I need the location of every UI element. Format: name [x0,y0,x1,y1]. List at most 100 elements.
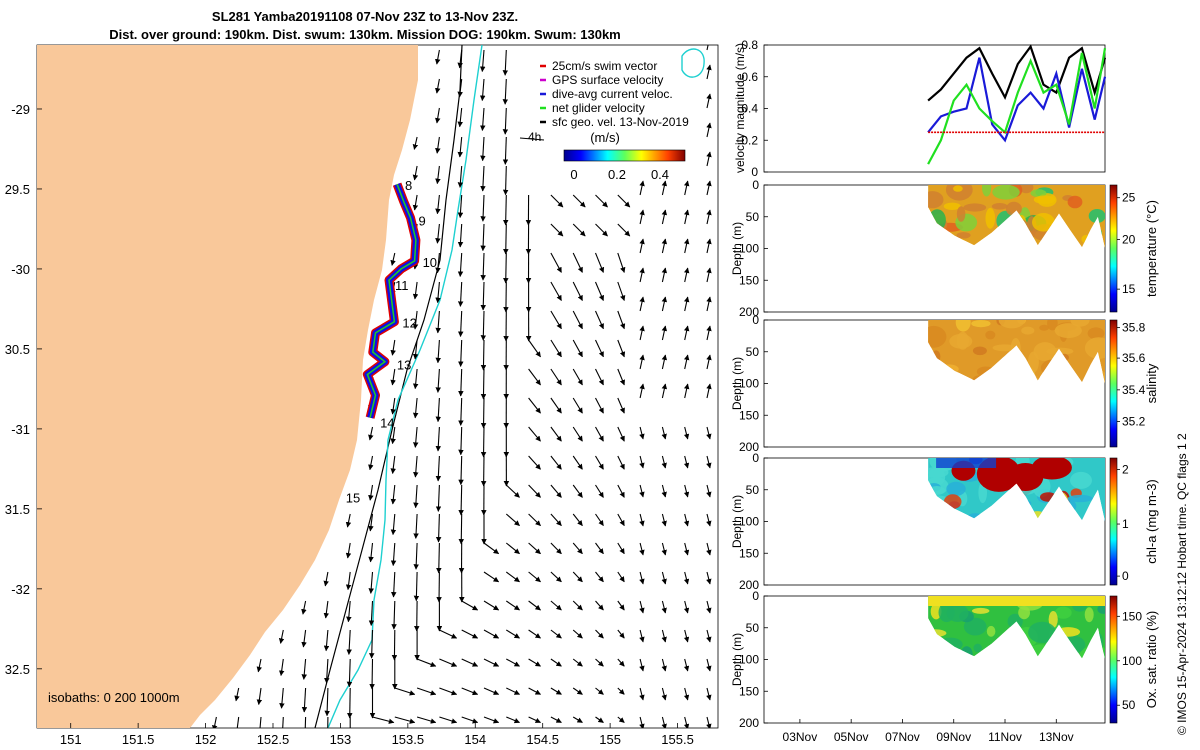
geo-velocity-arrow [390,513,397,536]
geo-velocity-arrow [528,600,541,611]
geo-velocity-arrow [639,296,645,312]
geo-velocity-arrow [706,716,712,728]
geo-velocity-arrow [595,687,604,695]
time-tick-label: 05Nov [834,730,869,744]
geo-velocity-arrow [435,194,441,215]
lat-tick-label: -32 [11,582,30,597]
geo-velocity-arrow [506,658,520,667]
field-patch [1070,471,1092,489]
geo-velocity-arrow [661,687,667,701]
geo-velocity-arrow [661,383,668,399]
legend-label: GPS surface velocity [552,73,663,87]
field-patch [1030,189,1047,198]
field-patch [982,185,992,197]
geo-velocity-arrow [368,484,374,501]
geo-velocity-arrow [435,426,442,452]
geo-velocity-arrow [457,165,464,188]
figure-title-line2: Dist. over ground: 190km. Dist. swum: 13… [109,27,621,42]
depth-tick-label: 100 [739,653,759,667]
geo-velocity-arrow [480,339,487,371]
geostrophic-vector-field [211,45,712,728]
geo-velocity-arrow [301,658,307,680]
geo-velocity-arrow [480,252,486,281]
geo-velocity-arrow [617,368,625,386]
geo-velocity-arrow [661,455,667,469]
section-variable-label: chl-a (mg m-3) [1144,479,1159,564]
land-mass [37,45,418,728]
geo-velocity-arrow [617,223,631,237]
geo-velocity-arrow [413,455,419,478]
geo-velocity-arrow [639,180,645,196]
depth-tick-label: 150 [739,273,759,287]
geo-velocity-arrow [412,281,419,300]
geo-velocity-arrow [458,339,464,367]
geo-velocity-arrow [617,455,625,470]
geo-velocity-arrow [528,484,541,498]
geo-velocity-arrow [368,513,374,532]
geo-velocity-arrow [550,223,564,237]
geo-velocity-arrow [480,107,486,131]
geo-velocity-arrow [683,716,690,728]
geo-velocity-line [927,44,1107,102]
section-colorbar [1109,319,1118,448]
map-lon-ticks: 151 151.5 152 152.5 153 153.5 154 154.5 155 155.5 [60,723,694,747]
field-patch [955,320,971,332]
field-patch [1067,195,1083,209]
geo-velocity-arrow [435,513,442,543]
field-patch [1028,621,1057,644]
geo-velocity-arrow [661,716,667,728]
geo-velocity-arrow [595,339,604,358]
lat-tick-label: -29 [11,102,30,117]
geo-velocity-arrow [617,484,625,498]
field-patch [985,330,996,340]
field-patch [992,185,1020,200]
field-patch [1033,342,1057,362]
geo-velocity-arrow [661,209,668,225]
geo-velocity-arrow [394,716,416,724]
geo-velocity-arrow [457,107,463,128]
geo-velocity-arrow [683,513,690,527]
geo-velocity-arrow [661,267,668,283]
geo-velocity-arrow [528,716,541,723]
geo-velocity-arrow [617,716,625,723]
geo-velocity-arrow [617,339,626,358]
geo-velocity-arrow [278,629,285,644]
field-patch [1097,604,1105,614]
geo-velocity-arrow [661,629,667,643]
geo-velocity-arrow [480,310,487,341]
geo-velocity-arrow [506,629,520,639]
geo-velocity-arrow [256,687,263,706]
section-colorbar [1109,457,1118,586]
colorbar-tick-label: 0 [1122,569,1129,583]
geo-velocity-arrow [435,339,441,364]
geo-velocity-arrow [683,354,690,370]
geo-velocity-arrow [503,223,509,255]
depth-tick-label: 150 [739,684,759,698]
geo-velocity-arrow [706,542,712,556]
geo-velocity-arrow [706,64,712,80]
chl-max-patch [1031,458,1072,480]
field-patch [1084,607,1094,623]
geo-velocity-arrow [528,513,541,526]
geo-velocity-arrow [502,78,509,105]
lon-tick-label: 155.5 [661,732,694,747]
geo-velocity-arrow [683,600,690,614]
geo-velocity-arrow [595,542,604,555]
geo-velocity-arrow [503,252,509,284]
depth-tick-label: 100 [739,242,759,256]
geo-velocity-arrow [483,629,500,639]
geo-velocity-arrow [502,165,509,196]
geo-velocity-arrow [639,354,645,370]
time-tick-label: 11Nov [988,730,1022,744]
geo-velocity-arrow [572,339,583,358]
time-tick-label: 13Nov [1039,730,1074,744]
field-patch [1054,323,1082,339]
geo-velocity-arrow [639,687,645,701]
geo-velocity-arrow [617,397,625,414]
field-patch [972,607,990,614]
geo-velocity-arrow [458,368,464,397]
depth-tick-label: 0 [752,451,759,465]
geo-velocity-arrow [528,658,541,667]
geo-velocity-arrow [639,383,645,399]
geo-velocity-arrow [661,484,667,498]
